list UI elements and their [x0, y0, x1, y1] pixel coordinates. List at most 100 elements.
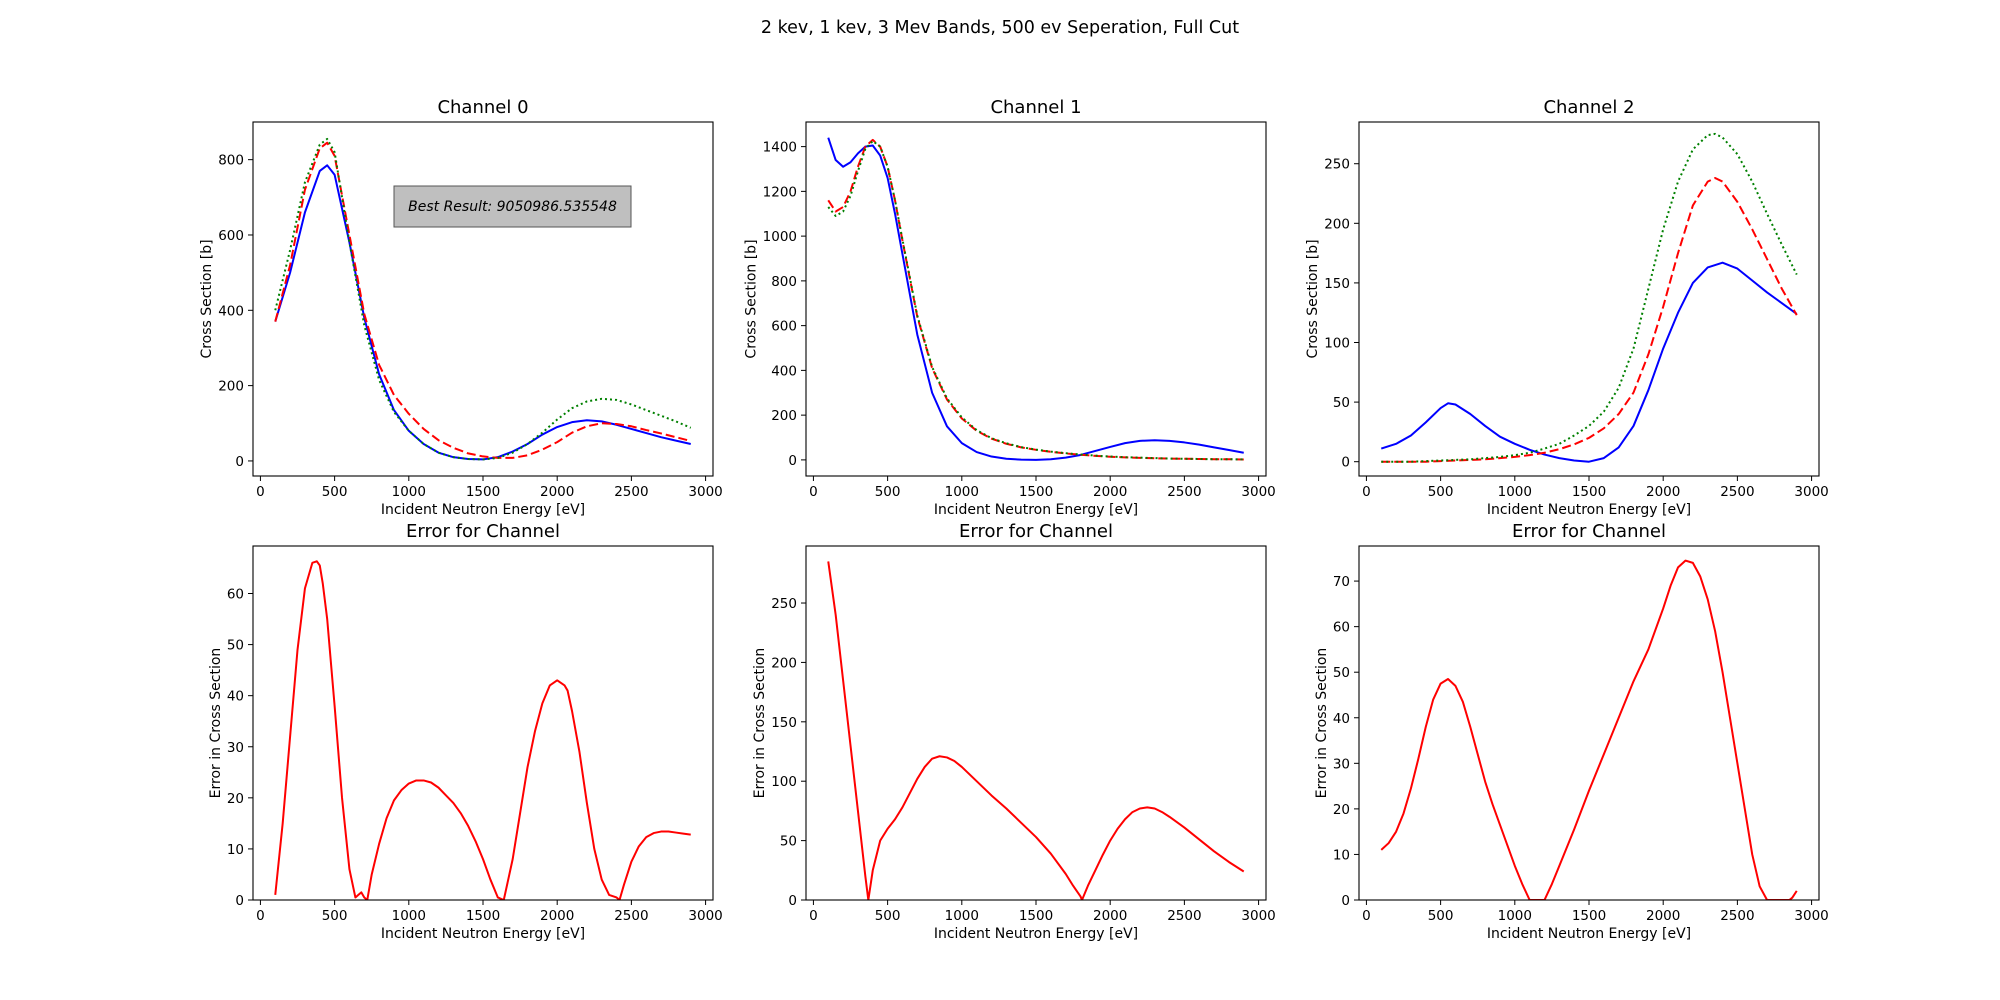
x-tick-label: 1500 [1019, 484, 1053, 500]
figure-suptitle: 2 kev, 1 kev, 3 Mev Bands, 500 ev Sepera… [761, 18, 1239, 38]
y-axis-label: Error in Cross Section [1314, 648, 1330, 799]
x-tick-label: 0 [809, 908, 818, 924]
x-tick-label: 0 [809, 484, 818, 500]
y-tick-label: 1400 [763, 140, 797, 156]
series-line-1 [274, 141, 691, 459]
x-tick-label: 1000 [945, 908, 979, 924]
y-tick-label: 200 [771, 655, 797, 671]
x-tick-label: 0 [1362, 908, 1371, 924]
series-line-0 [1380, 559, 1798, 900]
x-tick-label: 3000 [1241, 484, 1275, 500]
x-tick-label: 2500 [1720, 908, 1754, 924]
x-tick-label: 2000 [540, 908, 574, 924]
x-tick-label: 2500 [1167, 908, 1201, 924]
y-tick-label: 30 [227, 740, 244, 756]
series-line-0 [274, 560, 691, 900]
series-line-2 [827, 140, 1244, 461]
x-tick-label: 1500 [466, 908, 500, 924]
y-tick-label: 200 [771, 408, 797, 424]
y-tick-label: 100 [771, 774, 797, 790]
x-tick-label: 1000 [392, 908, 426, 924]
y-tick-label: 1000 [763, 229, 797, 245]
subplot-title: Error for Channel [1512, 521, 1666, 542]
x-tick-label: 500 [1428, 484, 1454, 500]
y-tick-label: 600 [771, 319, 797, 335]
y-tick-label: 400 [218, 303, 244, 319]
y-axis-label: Cross Section [b] [199, 239, 215, 358]
y-tick-label: 20 [227, 791, 244, 807]
x-tick-label: 1500 [1572, 908, 1606, 924]
x-tick-label: 1000 [945, 484, 979, 500]
x-tick-label: 1000 [392, 484, 426, 500]
y-axis-label: Cross Section [b] [744, 239, 760, 358]
y-tick-label: 0 [235, 454, 244, 470]
y-axis-label: Cross Section [b] [1305, 239, 1321, 358]
y-tick-label: 60 [227, 587, 244, 603]
subplot-0: 0 500 1000 1500 2000 2500 3000 0 200 400 600 800 Cha… [199, 97, 723, 518]
y-tick-label: 70 [1333, 574, 1350, 590]
axes-frame [805, 121, 1267, 477]
x-tick-label: 2500 [1167, 484, 1201, 500]
best-result-annotation: Best Result: 9050986.535548 [393, 185, 632, 228]
subplot-title: Channel 0 [437, 97, 528, 118]
axes-frame [805, 545, 1267, 901]
x-tick-label: 500 [322, 484, 348, 500]
x-tick-label: 2500 [614, 908, 648, 924]
series-line-0 [1380, 261, 1798, 463]
x-tick-label: 2000 [1646, 908, 1680, 924]
x-axis-label: Incident Neutron Energy [eV] [1487, 926, 1691, 942]
x-tick-label: 3000 [1794, 908, 1828, 924]
y-tick-label: 0 [788, 893, 797, 909]
x-tick-label: 500 [875, 908, 901, 924]
x-axis-label: Incident Neutron Energy [eV] [934, 502, 1138, 518]
series-line-0 [827, 137, 1244, 461]
series-line-2 [1381, 132, 1798, 463]
x-tick-label: 2500 [1720, 484, 1754, 500]
subplot-grid: 0 500 1000 1500 2000 2500 30000200400600800Cha… [199, 97, 1829, 942]
y-axis-label: Error in Cross Section [752, 648, 768, 799]
x-tick-label: 3000 [688, 484, 722, 500]
x-tick-label: 0 [256, 908, 265, 924]
x-tick-label: 3000 [688, 908, 722, 924]
y-tick-label: 150 [771, 715, 797, 731]
y-tick-label: 50 [1333, 395, 1350, 411]
y-axis-label: Error in Cross Section [208, 648, 224, 799]
subplot-2: 0 500 1000 1500 2000 2500 3000 0 50 100 150 200 250 C… [1305, 97, 1829, 518]
axes-frame [1358, 121, 1820, 477]
y-tick-label: 800 [218, 153, 244, 169]
y-tick-label: 0 [235, 893, 244, 909]
y-tick-label: 250 [771, 596, 797, 612]
y-tick-label: 10 [227, 842, 244, 858]
x-axis-label: Incident Neutron Energy [eV] [381, 926, 585, 942]
y-tick-label: 0 [788, 453, 797, 469]
subplot-5: 0 500 1000 1500 2000 2500 3000 0 10 20 30 40 50 60 70 E… [1314, 521, 1829, 942]
annotation-box [393, 185, 632, 228]
y-tick-label: 150 [1324, 276, 1350, 292]
x-tick-label: 2000 [1093, 484, 1127, 500]
y-tick-label: 600 [218, 228, 244, 244]
x-tick-label: 1500 [1572, 484, 1606, 500]
x-tick-label: 500 [322, 908, 348, 924]
x-tick-label: 0 [1362, 484, 1371, 500]
y-tick-label: 40 [227, 689, 244, 705]
y-tick-label: 0 [1341, 455, 1350, 471]
y-tick-label: 50 [1333, 665, 1350, 681]
x-tick-label: 500 [1428, 908, 1454, 924]
x-tick-label: 2500 [614, 484, 648, 500]
y-tick-label: 200 [1324, 216, 1350, 232]
subplot-title: Error for Channel [406, 521, 560, 542]
x-tick-label: 0 [256, 484, 265, 500]
y-tick-label: 250 [1324, 157, 1350, 173]
y-tick-label: 800 [771, 274, 797, 290]
x-tick-label: 1500 [1019, 908, 1053, 924]
axes-frame [252, 545, 714, 901]
y-tick-label: 60 [1333, 620, 1350, 636]
series-line-0 [274, 164, 691, 461]
x-tick-label: 3000 [1794, 484, 1828, 500]
subplot-title: Channel 2 [1543, 97, 1634, 118]
subplot-3: 0 500 1000 1500 2000 2500 3000 0 10 20 30 40 50 60 Err… [208, 521, 723, 942]
x-tick-label: 500 [875, 484, 901, 500]
y-tick-label: 10 [1333, 847, 1350, 863]
series-line-1 [1381, 177, 1798, 463]
